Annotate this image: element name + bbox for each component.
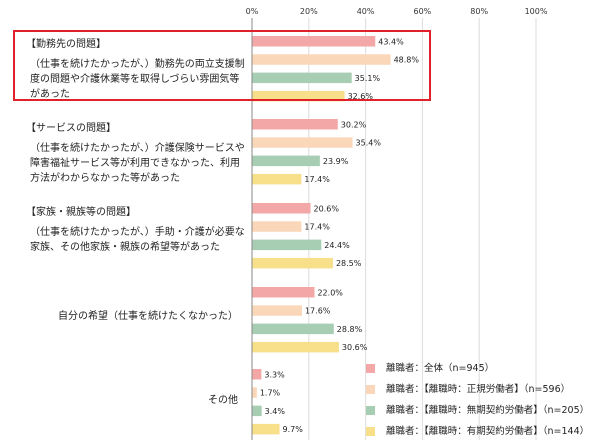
bar	[252, 369, 262, 380]
x-tick-label: 20%	[300, 7, 318, 16]
legend-label: 離職者：【離職時：有期契約労働者】（n=144）	[386, 426, 590, 437]
data-label: 35.4%	[356, 139, 382, 148]
category-label: 【家族・親族等の問題】 （仕事を続けたかったが、）手助・介護が必要な 家族、その他家…	[26, 205, 245, 255]
data-label: 17.4%	[304, 223, 330, 232]
x-tick-label: 0%	[246, 7, 259, 16]
category-label: 【勤務先の問題】 （仕事を続けたかったが、）勤務先の両立支援制 度の問題や介護休業等…	[26, 37, 245, 102]
data-label: 9.7%	[283, 425, 304, 434]
category-line: 障害福祉サービス等が利用できなかった、利用	[30, 158, 240, 169]
category-line: （仕事を続けたかったが、）勤務先の両立支援制	[30, 59, 245, 70]
category-line: その他	[208, 395, 238, 406]
category-line: 方法がわからなかった等があった	[30, 173, 180, 184]
legend-label: 離職者：【離職時：正規労働者】（n=596）	[386, 384, 571, 395]
bar	[252, 341, 339, 353]
legend-swatch	[366, 406, 375, 415]
data-label: 17.6%	[305, 307, 331, 316]
x-tick-label: 100%	[525, 7, 548, 16]
bar	[252, 203, 311, 214]
category-label: その他	[208, 393, 238, 408]
legend-label: 離職者：【離職時：無期契約労働者】（n=205）	[386, 405, 590, 416]
bar	[252, 137, 353, 148]
data-label: 35.1%	[355, 74, 381, 83]
category-line: 度の問題や介護休業等を取得しづらい雰囲気等	[30, 74, 240, 85]
bar	[252, 119, 338, 130]
data-label: 28.5%	[336, 259, 362, 268]
data-label: 48.8%	[394, 56, 420, 65]
category-heading: 【サービスの問題】	[26, 123, 116, 134]
bar	[252, 405, 262, 417]
category-heading: 【家族・親族等の問題】	[26, 207, 136, 218]
x-tick-label: 40%	[357, 7, 375, 16]
data-label: 1.7%	[260, 389, 281, 398]
bar	[252, 221, 302, 232]
category-line: （仕事を続けたかったが、）手助・介護が必要な	[30, 227, 245, 238]
x-tick-label: 80%	[470, 7, 488, 16]
data-label: 3.3%	[264, 370, 285, 379]
data-label: 20.6%	[314, 204, 340, 213]
data-label: 23.9%	[323, 157, 349, 166]
data-label: 17.4%	[304, 175, 330, 184]
legend-swatch	[366, 427, 375, 436]
data-label: 32.6%	[348, 92, 374, 101]
bar	[252, 387, 257, 398]
data-label: 24.4%	[324, 241, 350, 250]
data-label: 30.6%	[342, 343, 368, 352]
legend-label: 離職者：全体（n=945）	[386, 363, 495, 374]
bar	[252, 173, 302, 185]
bar	[252, 36, 376, 47]
category-heading: 【勤務先の問題】	[26, 39, 106, 50]
bar	[252, 305, 302, 316]
bar	[252, 90, 345, 102]
legend-swatch	[366, 385, 375, 394]
bar	[252, 323, 334, 335]
bar	[252, 239, 322, 251]
category-label: 【サービスの問題】 （仕事を続けたかったが、）介護保険サービスや 障害福祉サービス等…	[26, 121, 245, 186]
x-tick-label: 60%	[414, 7, 432, 16]
category-line: （仕事を続けたかったが、）介護保険サービスや	[30, 143, 245, 154]
bar	[252, 54, 391, 65]
data-label: 43.4%	[378, 37, 404, 46]
data-label: 22.0%	[317, 288, 343, 297]
bar	[252, 72, 352, 84]
bar	[252, 287, 315, 298]
data-label: 28.8%	[337, 325, 363, 334]
category-line: 自分の希望（仕事を続けたくなかった）	[58, 311, 238, 322]
bar	[252, 423, 280, 435]
category-line: があった	[30, 89, 70, 100]
bar	[252, 155, 320, 167]
category-label: 自分の希望（仕事を続けたくなかった）	[58, 309, 238, 324]
highlight-box	[13, 30, 431, 101]
bar	[252, 257, 333, 269]
category-line: 家族、その他家族・親族の希望等があった	[30, 242, 220, 253]
data-label: 30.2%	[341, 120, 367, 129]
data-label: 3.4%	[265, 407, 286, 416]
legend-swatch	[366, 364, 375, 373]
